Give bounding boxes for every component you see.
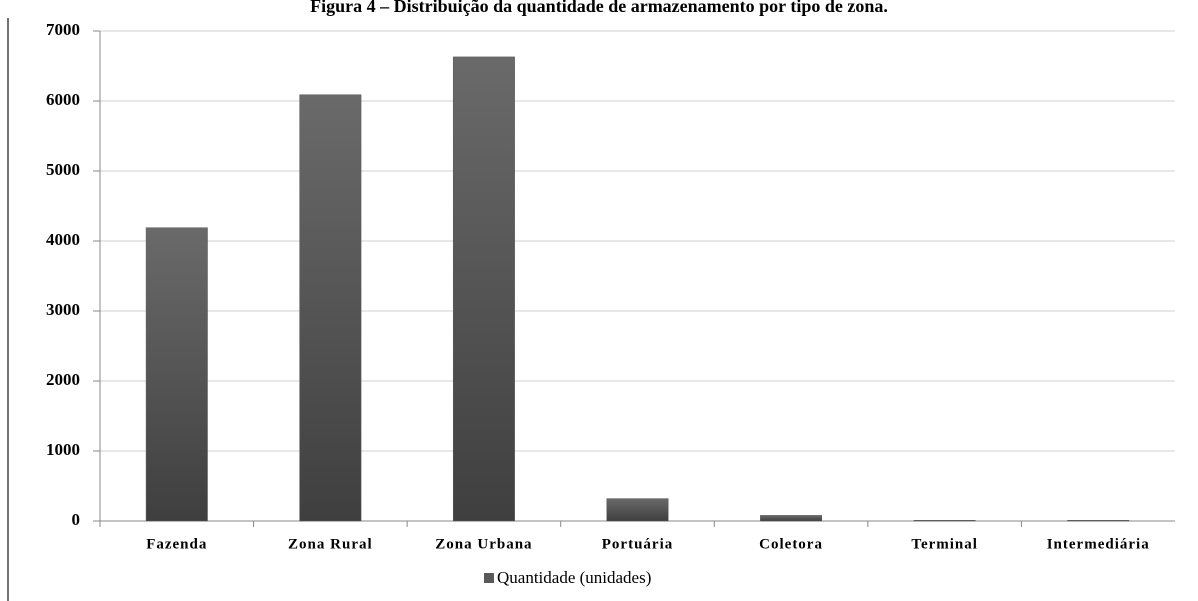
y-tick-label: 4000 (46, 230, 80, 249)
legend-swatch (484, 573, 494, 583)
x-tick-label: Portuária (602, 536, 673, 552)
y-tick-label: 1000 (46, 440, 80, 459)
chart-title: Figura 4 – Distribuição da quantidade de… (310, 0, 888, 16)
y-tick-label: 6000 (46, 90, 80, 109)
bar (1067, 520, 1130, 522)
x-tick-label: Terminal (911, 536, 978, 552)
bar (760, 515, 823, 522)
x-tick-label: Zona Urbana (435, 536, 532, 552)
y-tick-label: 5000 (46, 160, 80, 179)
bar (299, 94, 362, 522)
bar (913, 520, 976, 522)
y-tick-label: 2000 (46, 370, 80, 389)
bar (145, 227, 208, 522)
x-tick-label: Zona Rural (288, 536, 373, 552)
x-tick-label: Fazenda (146, 536, 207, 552)
x-tick-label: Coletora (759, 536, 823, 552)
y-tick-label: 7000 (46, 20, 80, 39)
legend-label: Quantidade (unidades) (497, 568, 651, 587)
y-tick-label: 3000 (46, 300, 80, 319)
y-tick-label: 0 (72, 510, 81, 529)
bar (606, 498, 669, 522)
bar (452, 56, 515, 522)
x-tick-label: Intermediária (1047, 536, 1150, 552)
